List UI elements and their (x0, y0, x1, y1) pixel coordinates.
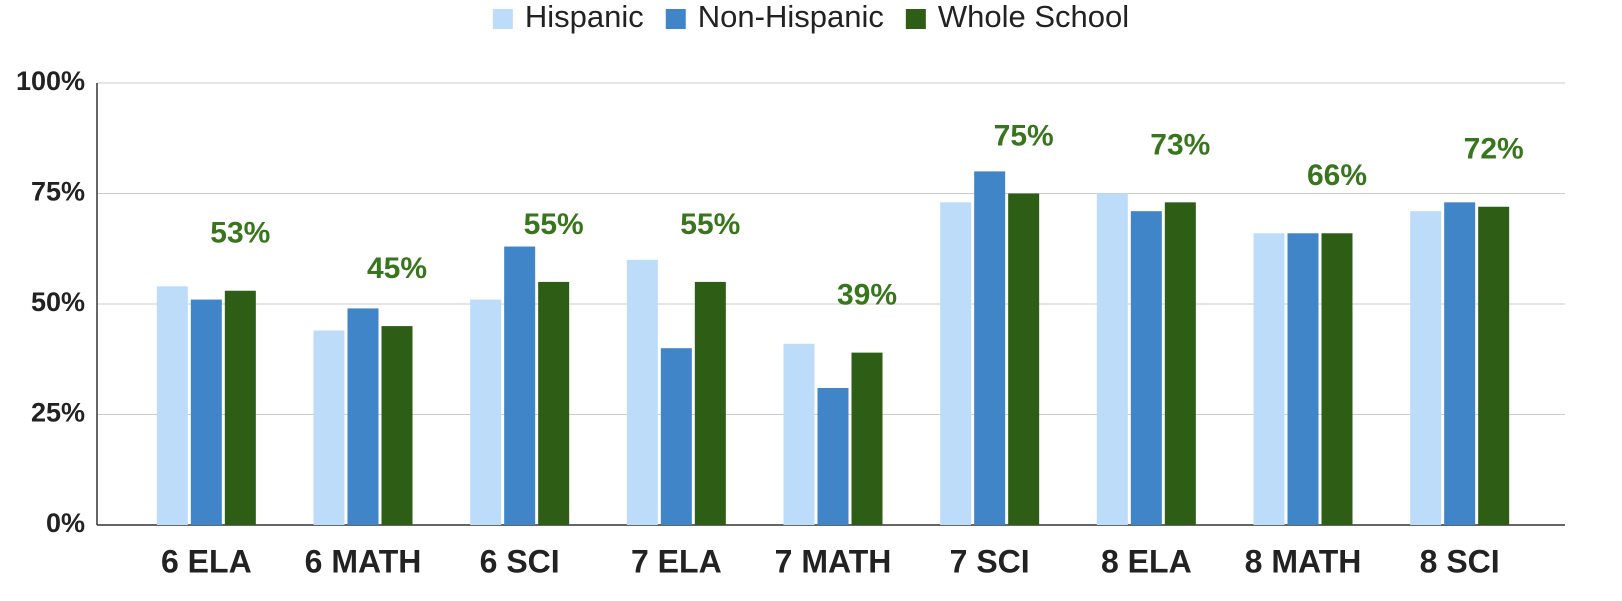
bar (1164, 202, 1196, 525)
x-tick-label: 7 ELA (631, 543, 722, 579)
bar (1478, 206, 1510, 525)
legend-label: Hispanic (525, 0, 644, 34)
legend-swatch (665, 9, 686, 29)
bar (940, 202, 972, 525)
bar (504, 246, 536, 526)
data-label: 55% (680, 208, 740, 241)
bar (1444, 202, 1476, 525)
x-tick-label: 8 SCI (1420, 543, 1500, 579)
legend-label: Whole School (938, 0, 1129, 34)
x-tick-label: 8 MATH (1245, 543, 1362, 579)
data-label: 72% (1464, 133, 1524, 166)
bar (470, 299, 502, 525)
x-tick-label: 8 ELA (1101, 543, 1192, 579)
data-label: 75% (994, 119, 1054, 152)
data-label: 39% (837, 279, 897, 312)
bar (156, 286, 188, 525)
bar (851, 352, 883, 525)
bar (694, 281, 726, 525)
x-tick-label: 6 SCI (480, 543, 560, 579)
y-tick-label: 25% (31, 398, 85, 428)
bar (783, 343, 815, 525)
bar (1130, 211, 1162, 525)
bar (381, 326, 413, 525)
bar (347, 308, 379, 525)
bar (313, 330, 345, 525)
y-tick-label: 50% (31, 287, 85, 317)
data-label: 55% (524, 208, 584, 241)
bar (1410, 211, 1442, 525)
bar (190, 299, 222, 525)
x-tick-label: 6 ELA (161, 543, 252, 579)
x-tick-label: 6 MATH (305, 543, 422, 579)
x-tick-label: 7 SCI (950, 543, 1030, 579)
data-label: 73% (1150, 128, 1210, 161)
bar (817, 387, 849, 525)
bar (1321, 233, 1353, 525)
data-label: 53% (210, 217, 270, 250)
legend-label: Non-Hispanic (698, 0, 884, 34)
y-tick-label: 0% (46, 508, 85, 538)
bar (1253, 233, 1285, 525)
bar (224, 290, 256, 525)
legend-swatch (905, 9, 926, 29)
bar (660, 348, 692, 525)
y-tick-label: 100% (16, 66, 85, 96)
bar (1008, 193, 1040, 525)
data-label: 66% (1307, 159, 1367, 192)
y-tick-label: 75% (31, 177, 85, 207)
x-tick-label: 7 MATH (775, 543, 892, 579)
data-label: 45% (367, 252, 427, 285)
legend-swatch (492, 9, 513, 29)
bar (1096, 193, 1128, 525)
bar (538, 281, 570, 525)
bar (974, 171, 1006, 525)
bar (1287, 233, 1319, 525)
bar (626, 259, 658, 525)
